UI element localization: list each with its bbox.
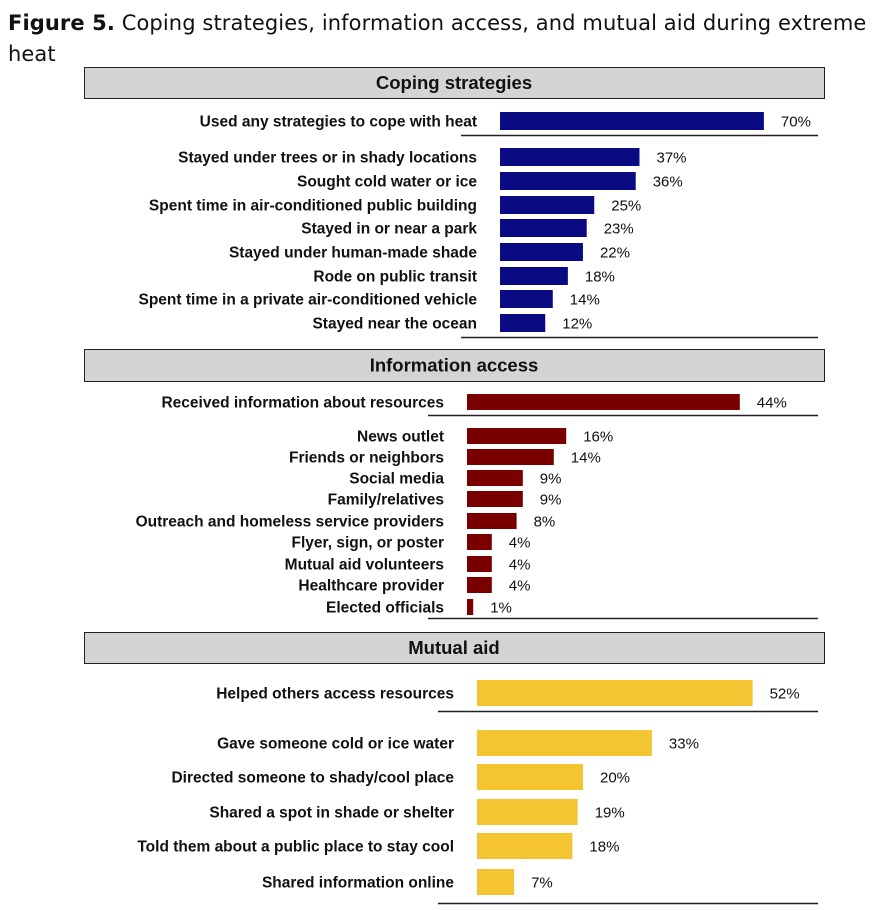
- category-label-coping-summary: Used any strategies to cope with heat: [200, 114, 477, 131]
- bar-information-2: [467, 449, 554, 465]
- data-label-information-6: 4%: [509, 535, 531, 552]
- panel-title-mutual: Mutual aid: [408, 637, 499, 658]
- bar-information-9: [467, 599, 474, 615]
- bar-information-5: [467, 513, 517, 529]
- data-label-coping-1: 37%: [656, 150, 686, 167]
- bar-coping-3: [500, 196, 595, 214]
- category-label-mutual-5: Shared information online: [262, 875, 454, 892]
- category-label-mutual-3: Shared a spot in shade or shelter: [209, 805, 454, 822]
- figure-caption-text: Coping strategies, information access, a…: [8, 11, 867, 66]
- category-label-coping-1: Stayed under trees or in shady locations: [178, 150, 477, 167]
- category-label-mutual-4: Told them about a public place to stay c…: [137, 839, 454, 856]
- category-label-coping-3: Spent time in air-conditioned public bui…: [149, 198, 477, 215]
- category-label-information-3: Social media: [349, 471, 444, 488]
- data-label-coping-8: 12%: [562, 316, 592, 333]
- bar-information-4: [467, 491, 523, 507]
- bar-information-1: [467, 428, 567, 444]
- bar-information-8: [467, 577, 492, 593]
- data-label-coping-7: 14%: [570, 292, 600, 309]
- data-label-information-9: 1%: [490, 600, 512, 617]
- data-label-information-2: 14%: [571, 450, 601, 467]
- data-label-information-7: 4%: [509, 557, 531, 574]
- category-label-information-2: Friends or neighbors: [289, 450, 444, 467]
- category-label-coping-5: Stayed under human-made shade: [229, 245, 477, 262]
- bar-coping-summary: [500, 112, 764, 130]
- data-label-information-5: 8%: [534, 514, 556, 531]
- data-label-information-8: 4%: [509, 578, 531, 595]
- bar-coping-1: [500, 148, 640, 166]
- category-label-information-9: Elected officials: [326, 600, 444, 617]
- data-label-mutual-5: 7%: [531, 875, 553, 892]
- figure-caption: Figure 5. Coping strategies, information…: [8, 8, 883, 70]
- data-label-coping-4: 23%: [604, 221, 634, 238]
- panel-header-mutual: [84, 632, 825, 664]
- category-label-coping-6: Rode on public transit: [313, 269, 477, 286]
- category-label-information-5: Outreach and homeless service providers: [136, 514, 444, 531]
- bar-coping-4: [500, 219, 587, 237]
- bar-coping-7: [500, 290, 553, 308]
- bar-coping-2: [500, 172, 636, 190]
- data-label-information-summary: 44%: [757, 395, 787, 412]
- panel-header-coping: [84, 67, 825, 99]
- panel-title-coping: Coping strategies: [376, 72, 532, 93]
- bar-coping-5: [500, 243, 583, 261]
- category-label-mutual-1: Gave someone cold or ice water: [217, 736, 454, 753]
- data-label-coping-6: 18%: [585, 269, 615, 286]
- bar-coping-8: [500, 314, 546, 332]
- category-label-information-1: News outlet: [357, 429, 444, 446]
- data-label-information-4: 9%: [540, 492, 562, 509]
- bar-mutual-2: [477, 764, 583, 790]
- data-label-mutual-3: 19%: [595, 805, 625, 822]
- category-label-information-7: Mutual aid volunteers: [285, 557, 444, 574]
- data-label-mutual-4: 18%: [589, 839, 619, 856]
- category-label-information-8: Healthcare provider: [298, 578, 444, 595]
- category-label-information-summary: Received information about resources: [161, 395, 444, 412]
- data-label-information-3: 9%: [540, 471, 562, 488]
- panel-title-information: Information access: [370, 355, 539, 376]
- bar-mutual-1: [477, 730, 652, 756]
- bar-mutual-summary: [477, 680, 753, 706]
- bar-mutual-5: [477, 869, 515, 895]
- data-label-information-1: 16%: [583, 429, 613, 446]
- category-label-coping-4: Stayed in or near a park: [301, 221, 477, 238]
- category-label-mutual-2: Directed someone to shady/cool place: [171, 770, 454, 787]
- figure-label: Figure 5.: [8, 11, 115, 35]
- category-label-information-6: Flyer, sign, or poster: [292, 535, 444, 552]
- panel-header-information: [84, 349, 825, 382]
- bar-mutual-4: [477, 833, 573, 859]
- data-label-coping-5: 22%: [600, 245, 630, 262]
- bar-information-7: [467, 556, 492, 572]
- category-label-coping-2: Sought cold water or ice: [297, 174, 477, 191]
- data-label-mutual-1: 33%: [669, 736, 699, 753]
- category-label-coping-7: Spent time in a private air-conditioned …: [139, 292, 478, 309]
- category-label-mutual-summary: Helped others access resources: [216, 686, 454, 703]
- data-label-mutual-2: 20%: [600, 770, 630, 787]
- data-label-coping-3: 25%: [611, 198, 641, 215]
- data-label-mutual-summary: 52%: [770, 686, 800, 703]
- bar-information-summary: [467, 394, 740, 410]
- category-label-coping-8: Stayed near the ocean: [312, 316, 477, 333]
- bar-information-6: [467, 534, 492, 550]
- category-label-information-4: Family/relatives: [328, 492, 444, 509]
- bar-mutual-3: [477, 799, 578, 825]
- data-label-coping-2: 36%: [653, 174, 683, 191]
- bar-coping-6: [500, 267, 568, 285]
- data-label-coping-summary: 70%: [781, 114, 811, 131]
- bar-information-3: [467, 470, 523, 486]
